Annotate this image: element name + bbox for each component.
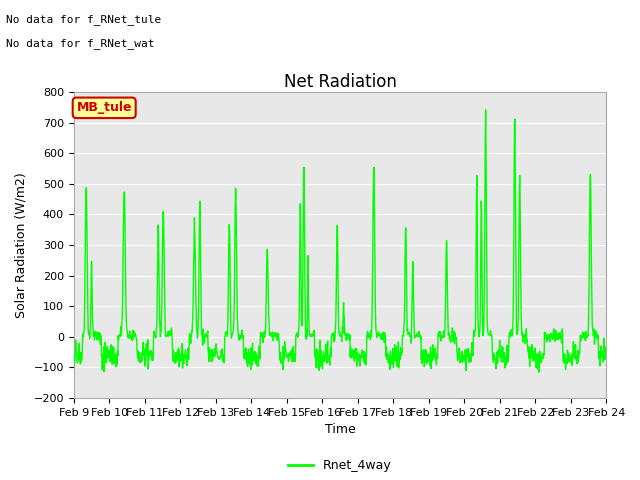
Legend: Rnet_4way: Rnet_4way [283,454,397,477]
Y-axis label: Solar Radiation (W/m2): Solar Radiation (W/m2) [15,172,28,318]
Text: MB_tule: MB_tule [76,101,132,114]
X-axis label: Time: Time [324,423,355,436]
Text: No data for f_RNet_tule: No data for f_RNet_tule [6,14,162,25]
Text: No data for f_RNet_wat: No data for f_RNet_wat [6,38,155,49]
Title: Net Radiation: Net Radiation [284,72,397,91]
